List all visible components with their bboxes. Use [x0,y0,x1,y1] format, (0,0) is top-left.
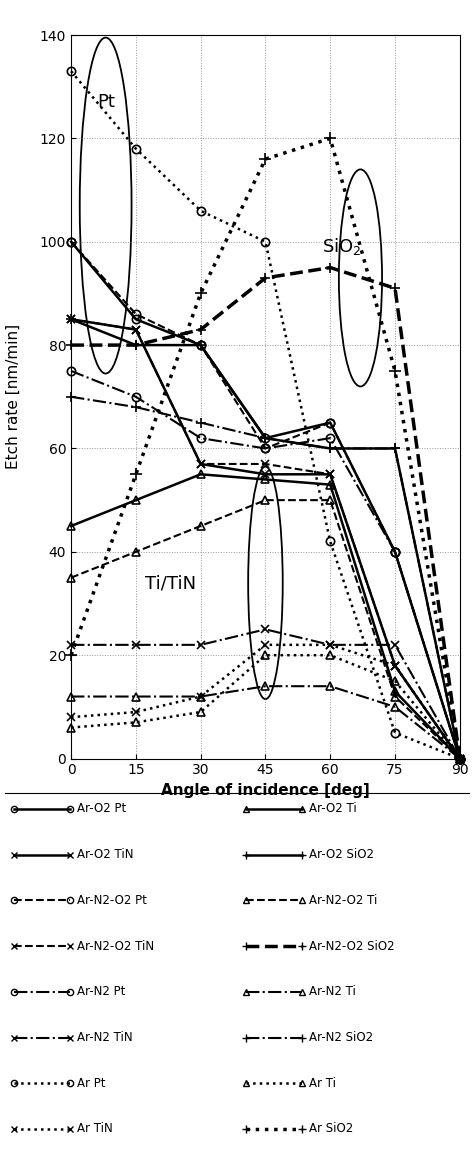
Text: Ar Ti: Ar Ti [309,1077,336,1090]
Text: Ar Pt: Ar Pt [77,1077,105,1090]
Text: Ti/TiN: Ti/TiN [145,574,196,592]
Text: Ar-N2-O2 Ti: Ar-N2-O2 Ti [309,894,377,907]
Y-axis label: Etch rate [nm/min]: Etch rate [nm/min] [6,324,20,469]
Text: Ar-N2 Ti: Ar-N2 Ti [309,985,356,998]
Text: Ar-O2 TiN: Ar-O2 TiN [77,848,133,861]
Text: SiO$_2$: SiO$_2$ [321,236,361,257]
Text: Ar-N2 Pt: Ar-N2 Pt [77,985,125,998]
X-axis label: Angle of incidence [deg]: Angle of incidence [deg] [161,783,370,798]
Text: Ar-N2-O2 Pt: Ar-N2-O2 Pt [77,894,146,907]
Text: Pt: Pt [97,93,115,111]
Text: Ar-N2-O2 TiN: Ar-N2-O2 TiN [77,939,154,952]
Text: Ar TiN: Ar TiN [77,1123,112,1135]
Text: Ar-N2 TiN: Ar-N2 TiN [77,1030,132,1044]
Text: Ar-N2 SiO2: Ar-N2 SiO2 [309,1030,373,1044]
Text: Ar SiO2: Ar SiO2 [309,1123,353,1135]
Text: Ar-N2-O2 SiO2: Ar-N2-O2 SiO2 [309,939,395,952]
Text: Ar-O2 Ti: Ar-O2 Ti [309,803,357,816]
Text: Ar-O2 SiO2: Ar-O2 SiO2 [309,848,374,861]
Text: Ar-O2 Pt: Ar-O2 Pt [77,803,126,816]
